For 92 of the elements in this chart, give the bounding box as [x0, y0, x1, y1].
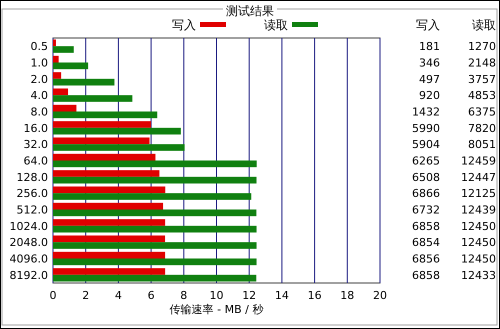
- bar: [53, 170, 160, 177]
- bar: [53, 88, 68, 96]
- bar: [53, 268, 166, 275]
- y-tick-label: 2.0: [30, 72, 48, 86]
- text: 181: [419, 40, 440, 54]
- x-tick-label: 0: [50, 289, 56, 302]
- bar: [53, 242, 257, 249]
- text: 12450: [461, 236, 496, 250]
- bar: [53, 252, 166, 258]
- text: 5904: [412, 138, 440, 152]
- x-tick-label: 2: [82, 289, 90, 302]
- y-tick-label: 2048.0: [10, 236, 48, 250]
- text: 12447: [461, 170, 496, 184]
- bar: [53, 72, 62, 79]
- text: 6856: [412, 252, 440, 266]
- bar: [53, 78, 114, 86]
- text: 346: [419, 56, 440, 70]
- x-tick-label: 12: [242, 289, 256, 302]
- text: 6732: [412, 204, 440, 216]
- bar: [53, 193, 252, 200]
- y-tick-label: 8.0: [30, 106, 48, 118]
- bar: [53, 144, 185, 151]
- bar: [53, 40, 56, 46]
- text: 6858: [412, 268, 440, 282]
- bar: [53, 226, 257, 232]
- text: 3757: [468, 72, 496, 86]
- bar: [53, 56, 59, 62]
- bar: [53, 95, 132, 102]
- text: 6375: [468, 106, 496, 118]
- x-tick-label: 10: [210, 289, 224, 302]
- text: 1270: [468, 40, 496, 54]
- text: 12450: [461, 252, 496, 266]
- x-tick-label: 6: [148, 289, 155, 302]
- bar: [53, 186, 166, 194]
- text: 497: [419, 72, 440, 86]
- bar: [53, 112, 158, 118]
- y-tick-label: 16.0: [24, 122, 48, 135]
- bar: [53, 121, 151, 128]
- x-tick-label: 18: [340, 289, 354, 302]
- text: 12439: [461, 204, 496, 216]
- y-tick-label: 128.0: [16, 170, 48, 184]
- text: 5990: [412, 122, 440, 135]
- text: 读取: [472, 18, 496, 32]
- y-tick-label: 1024.0: [10, 220, 48, 233]
- bar: [53, 46, 74, 53]
- text: 6265: [412, 154, 440, 168]
- y-tick-label: 4.0: [30, 89, 48, 102]
- x-tick-label: 20: [373, 289, 387, 302]
- text: 8051: [468, 138, 496, 152]
- text: 12450: [461, 220, 496, 233]
- text: 6858: [412, 220, 440, 233]
- text: 6866: [412, 187, 440, 200]
- y-tick-label: 0.5: [30, 40, 48, 54]
- y-tick-label: 64.0: [24, 154, 48, 168]
- bar: [53, 236, 166, 242]
- y-tick-label: 4096.0: [10, 252, 48, 266]
- bar: [53, 202, 164, 210]
- chart-title: 测试结果: [226, 4, 274, 18]
- text: 6508: [412, 170, 440, 184]
- text: 4853: [468, 89, 496, 102]
- x-tick-label: 14: [274, 289, 289, 302]
- y-tick-label: 512.0: [16, 204, 48, 216]
- bar: [53, 128, 181, 134]
- y-tick-label: 1.0: [30, 56, 48, 70]
- x-tick-label: 8: [180, 289, 188, 302]
- bar: [53, 104, 76, 112]
- x-axis-title: 传输速率 - MB / 秒: [170, 303, 264, 316]
- bar: [53, 154, 156, 160]
- text: 12433: [461, 268, 496, 282]
- bar: [53, 160, 257, 168]
- text: 写入: [416, 18, 440, 32]
- bar: [53, 176, 257, 184]
- text: 920: [419, 89, 440, 102]
- legend-label: 读取: [264, 18, 288, 32]
- bar: [53, 219, 166, 226]
- y-tick-label: 32.0: [24, 138, 48, 152]
- x-tick-label: 16: [308, 289, 322, 302]
- bar: [53, 274, 256, 282]
- bar: [53, 138, 150, 144]
- x-tick-label: 4: [114, 289, 122, 302]
- text: 7820: [468, 122, 496, 135]
- text: 2148: [468, 56, 496, 70]
- y-tick-label: 8192.0: [10, 268, 48, 282]
- bar: [53, 210, 256, 216]
- legend-label: 写入: [172, 18, 196, 32]
- text: 1432: [412, 106, 440, 118]
- text: 6854: [412, 236, 440, 250]
- y-tick-label: 256.0: [16, 187, 48, 200]
- text: 12125: [461, 187, 496, 200]
- bar: [53, 62, 88, 70]
- text: 12459: [461, 154, 496, 168]
- bar: [53, 258, 257, 266]
